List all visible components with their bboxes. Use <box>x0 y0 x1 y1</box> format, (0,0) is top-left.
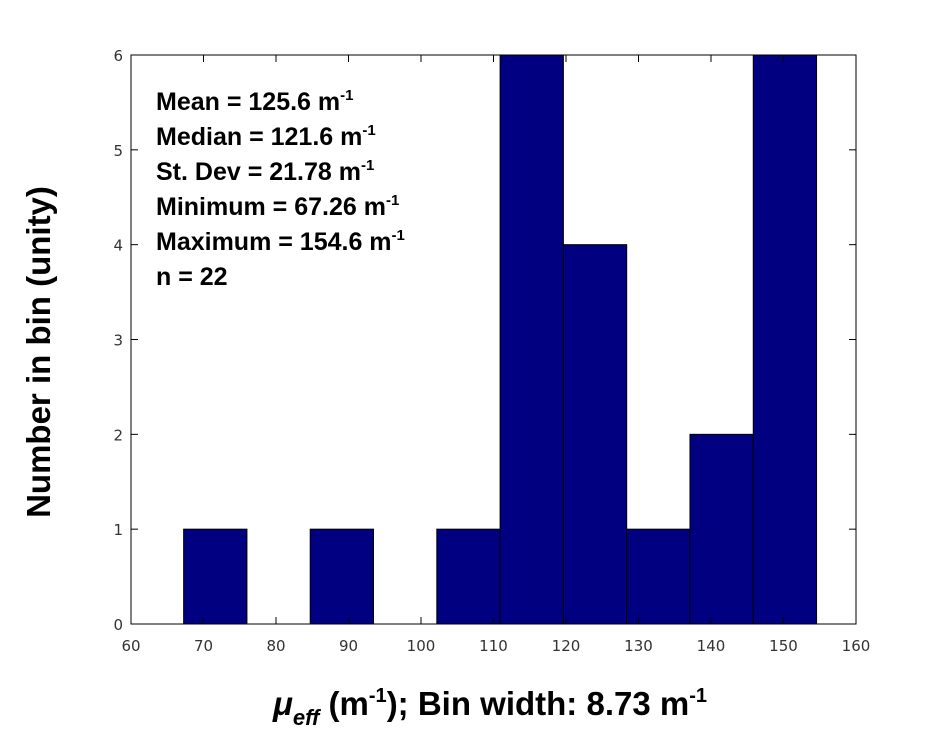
stat-line-text: Minimum = 67.26 m <box>156 193 386 221</box>
x-tick-label: 100 <box>407 637 436 655</box>
stat-line-sup: -1 <box>386 192 399 209</box>
histogram-bar <box>309 528 375 625</box>
y-axis-title: Number in bin (unity) <box>20 186 57 518</box>
stat-line-text: n = 22 <box>156 263 228 291</box>
y-tick-label: 0 <box>113 616 123 634</box>
stat-line-sup: -1 <box>340 87 353 104</box>
stat-line: Minimum = 67.26 m-1 <box>156 192 399 221</box>
y-tick-label: 2 <box>113 426 123 444</box>
x-tick-label: 130 <box>624 637 653 655</box>
x-axis-title: μeff (m-1); Bin width: 8.73 m-1 <box>272 685 707 730</box>
histogram-bar <box>689 433 754 625</box>
y-tick-label: 4 <box>113 237 123 255</box>
stat-line: St. Dev = 21.78 m-1 <box>156 157 374 186</box>
stat-line-sup: -1 <box>361 157 374 174</box>
x-tick-label: 140 <box>697 637 726 655</box>
x-axis-title-end-sup: -1 <box>689 685 707 707</box>
x-tick-label: 70 <box>194 637 213 655</box>
x-axis-title-rest: ); Bin width: 8.73 m <box>387 685 690 722</box>
histogram-bar <box>626 528 691 625</box>
y-tick-label: 6 <box>113 47 123 65</box>
x-axis-title-subscript: eff <box>293 705 322 730</box>
stat-line-text: Mean = 125.6 m <box>156 88 340 116</box>
stat-line-sup: -1 <box>362 122 375 139</box>
stat-line-sup: -1 <box>392 227 405 244</box>
x-axis-title-symbol: μ <box>272 685 293 722</box>
x-tick-label: 60 <box>121 637 140 655</box>
x-tick-label: 110 <box>479 637 508 655</box>
x-tick-label: 150 <box>769 637 798 655</box>
stat-line-text: St. Dev = 21.78 m <box>156 158 361 186</box>
y-tick-label: 5 <box>113 142 123 160</box>
stat-line-text: Median = 121.6 m <box>156 123 362 151</box>
histogram-bar <box>562 244 628 625</box>
histogram-bar <box>183 528 248 625</box>
histogram-bar <box>499 54 564 625</box>
x-axis-title-unit: (m <box>319 685 369 722</box>
x-tick-label: 80 <box>266 637 285 655</box>
stat-line-text: Maximum = 154.6 m <box>156 228 392 256</box>
x-tick-label: 90 <box>339 637 358 655</box>
x-tick-label: 120 <box>552 637 581 655</box>
axis-ticks-group: 60 70 80 90 100 110 120 130 140 150 160 0 1 2 3 4 5 6 <box>113 47 870 655</box>
stat-line: n = 22 <box>156 263 228 291</box>
y-tick-label: 3 <box>113 332 123 350</box>
stat-line: Median = 121.6 m-1 <box>156 122 376 151</box>
bars-group <box>183 54 818 625</box>
histogram-bar <box>752 54 818 625</box>
stat-line: Mean = 125.6 m-1 <box>156 87 353 116</box>
x-tick-label: 160 <box>842 637 871 655</box>
x-axis-title-unit-sup: -1 <box>369 685 387 707</box>
histogram-bar <box>436 528 501 625</box>
y-tick-label: 1 <box>113 521 123 539</box>
stat-line: Maximum = 154.6 m-1 <box>156 227 405 256</box>
